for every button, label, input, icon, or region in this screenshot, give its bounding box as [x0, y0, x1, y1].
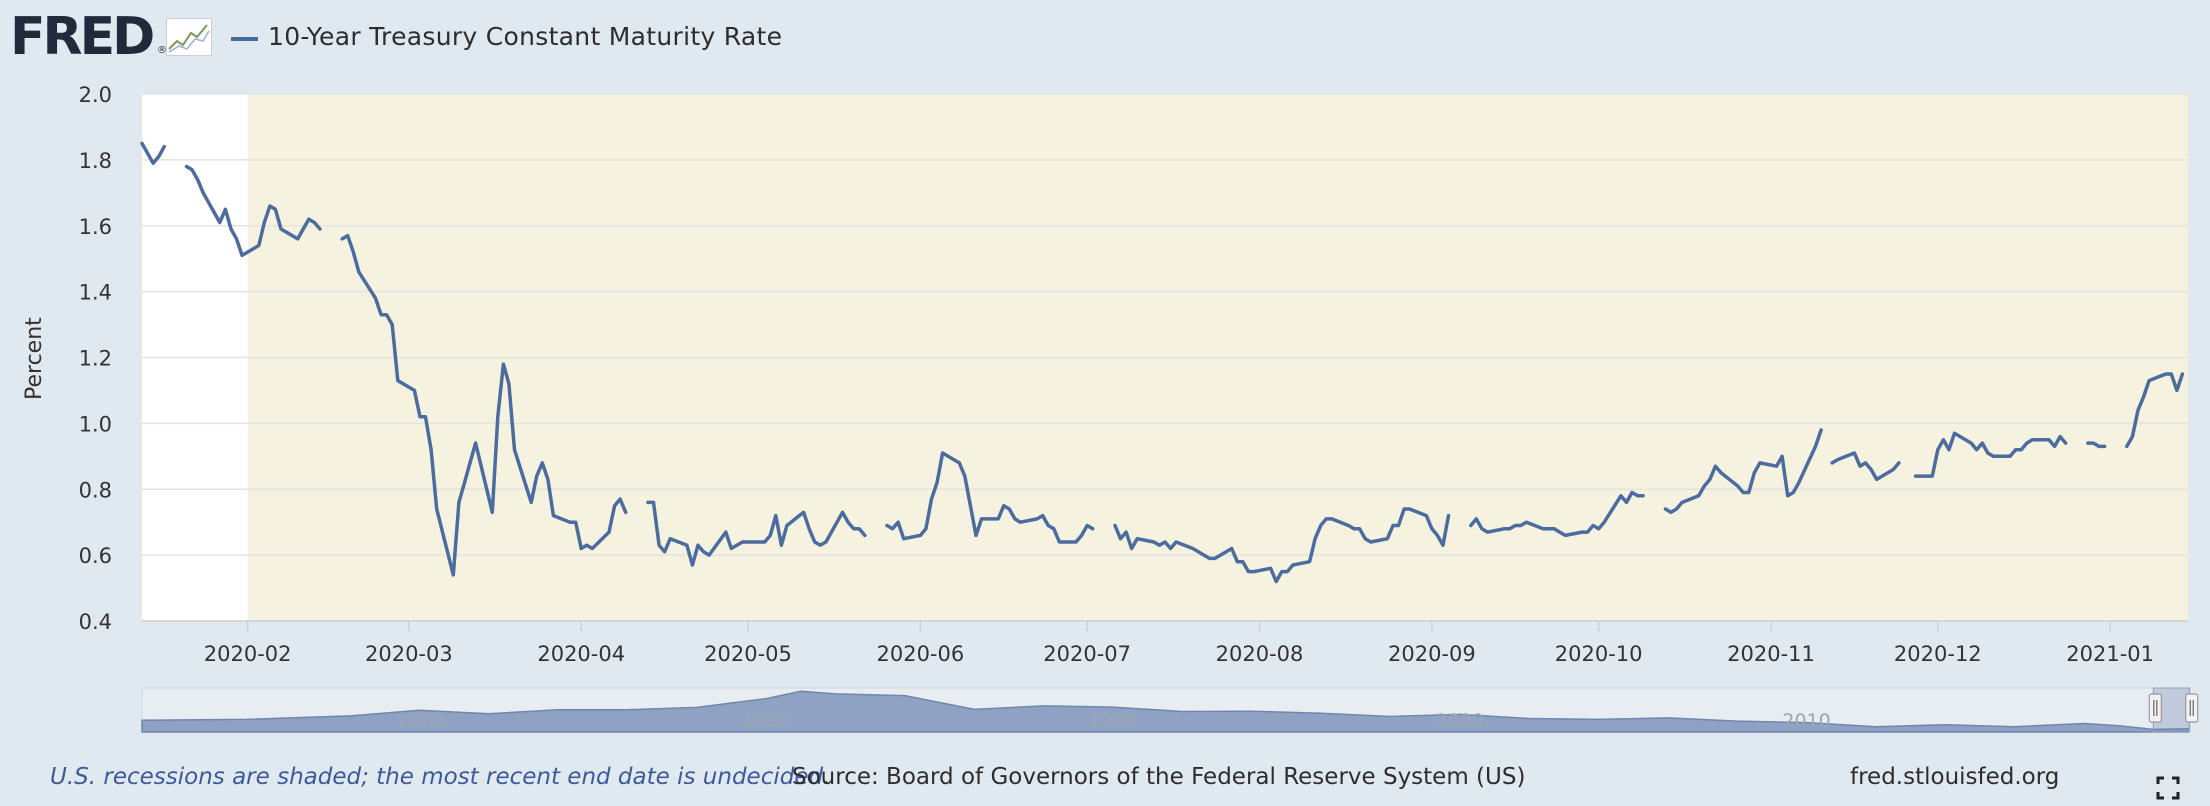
- series-line-segment[interactable]: [340, 233, 628, 577]
- series-line-segment[interactable]: [2086, 441, 2107, 449]
- navigator-area: [141, 690, 2189, 733]
- fred-logo[interactable]: FRED: [10, 7, 155, 67]
- series-line-segment[interactable]: [885, 451, 1095, 544]
- x-tick-label: 2020-05: [704, 642, 792, 666]
- x-tick-label: 2020-02: [204, 642, 292, 666]
- registered-mark: ®: [157, 45, 167, 56]
- y-tick-label: 0.8: [79, 478, 112, 502]
- navigator-tick-label: 2010: [1782, 710, 1830, 732]
- x-tick-label: 2020-08: [1216, 642, 1304, 666]
- x-tick-label: 2020-06: [876, 642, 964, 666]
- y-tick-label: 2.0: [79, 83, 112, 107]
- x-tick-label: 2021-01: [2066, 642, 2154, 666]
- y-tick-label: 1.8: [79, 149, 112, 173]
- series-line-segment[interactable]: [1469, 490, 1645, 538]
- site-url[interactable]: fred.stlouisfed.org: [1850, 764, 2060, 790]
- navigator-tick-label: 1980: [742, 710, 790, 732]
- y-tick-label: 1.4: [79, 281, 112, 305]
- series-line-segment[interactable]: [646, 500, 867, 567]
- fullscreen-icon[interactable]: [2156, 776, 2180, 800]
- navigator-handle[interactable]: [2148, 693, 2162, 723]
- y-tick-label: 0.6: [79, 544, 112, 568]
- recession-note: U.S. recessions are shaded; the most rec…: [50, 764, 831, 790]
- series-line-segment[interactable]: [184, 164, 322, 258]
- series-line-segment[interactable]: [1913, 431, 2068, 478]
- x-tick-label: 2020-11: [1727, 642, 1815, 666]
- x-tick-label: 2020-12: [1894, 642, 1982, 666]
- navigator-tick-label: 1990: [1089, 710, 1137, 732]
- chart-header: FRED ® 10-Year Treasury Constant Maturit…: [0, 0, 2210, 75]
- series-line-segment[interactable]: [140, 141, 166, 165]
- x-tick-label: 2020-09: [1388, 642, 1476, 666]
- series-line-segment[interactable]: [1663, 428, 1823, 515]
- navigator-tick-label: 1970: [395, 710, 443, 732]
- y-tick-label: 0.4: [79, 610, 112, 634]
- source-text: Source: Board of Governors of the Federa…: [792, 764, 1526, 790]
- navigator-tick-label: 2000: [1436, 710, 1484, 732]
- navigator-handle[interactable]: [2185, 693, 2199, 723]
- y-tick-label: 1.0: [79, 412, 112, 436]
- legend-series-label[interactable]: 10-Year Treasury Constant Maturity Rate: [268, 22, 783, 51]
- line-graph-icon: [166, 18, 212, 56]
- x-tick-label: 2020-03: [365, 642, 453, 666]
- series-line-segment[interactable]: [1830, 451, 1901, 482]
- x-tick-label: 2020-07: [1043, 642, 1131, 666]
- series-line-segment[interactable]: [1113, 507, 1451, 584]
- x-tick-label: 2020-04: [537, 642, 625, 666]
- legend-series-swatch: [231, 37, 258, 41]
- series-line-segment[interactable]: [2125, 372, 2185, 449]
- y-tick-label: 1.6: [79, 215, 112, 239]
- y-tick-label: 1.2: [79, 347, 112, 371]
- x-tick-label: 2020-10: [1555, 642, 1643, 666]
